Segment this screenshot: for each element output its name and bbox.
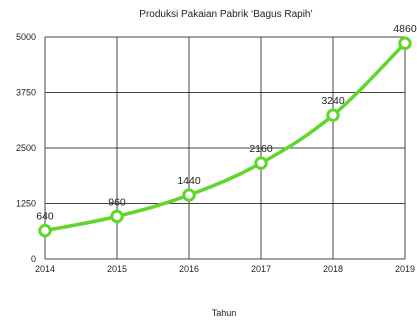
data-label: 640 xyxy=(36,211,54,223)
y-tick-label: 1250 xyxy=(16,199,36,209)
data-label: 4860 xyxy=(393,23,417,35)
x-axis-ticks: 2014 2015 2016 2017 2018 2019 xyxy=(35,264,415,274)
y-tick-label: 2500 xyxy=(16,143,36,153)
data-point-marker xyxy=(398,36,412,50)
x-tick-label: 2015 xyxy=(107,264,127,274)
data-point-marker xyxy=(326,108,340,122)
grid xyxy=(44,36,406,260)
y-tick-label: 5000 xyxy=(16,32,36,42)
y-tick-label: 3750 xyxy=(16,88,36,98)
data-point-marker xyxy=(38,223,52,238)
y-axis-ticks: 0 1250 2500 3750 5000 xyxy=(16,32,36,264)
data-markers xyxy=(38,36,412,238)
chart-title: Produksi Pakaian Pabrik ‘Bagus Rapih’ xyxy=(139,9,312,20)
x-axis-title: Tahun xyxy=(212,308,237,318)
y-tick-label: 0 xyxy=(31,254,36,264)
data-label: 3240 xyxy=(321,95,345,107)
x-tick-label: 2018 xyxy=(323,264,343,274)
data-point-marker xyxy=(110,209,124,224)
series-line xyxy=(43,41,407,233)
data-point-marker xyxy=(182,188,196,202)
x-tick-label: 2016 xyxy=(179,264,199,274)
data-label: 1440 xyxy=(177,175,201,187)
data-point-marker xyxy=(254,156,268,170)
data-label: 960 xyxy=(108,196,126,208)
x-tick-label: 2014 xyxy=(35,264,55,274)
data-labels: 640 960 1440 2160 3240 4860 xyxy=(36,23,417,222)
x-tick-label: 2019 xyxy=(395,264,415,274)
data-label: 2160 xyxy=(249,143,273,155)
x-tick-label: 2017 xyxy=(251,264,271,274)
